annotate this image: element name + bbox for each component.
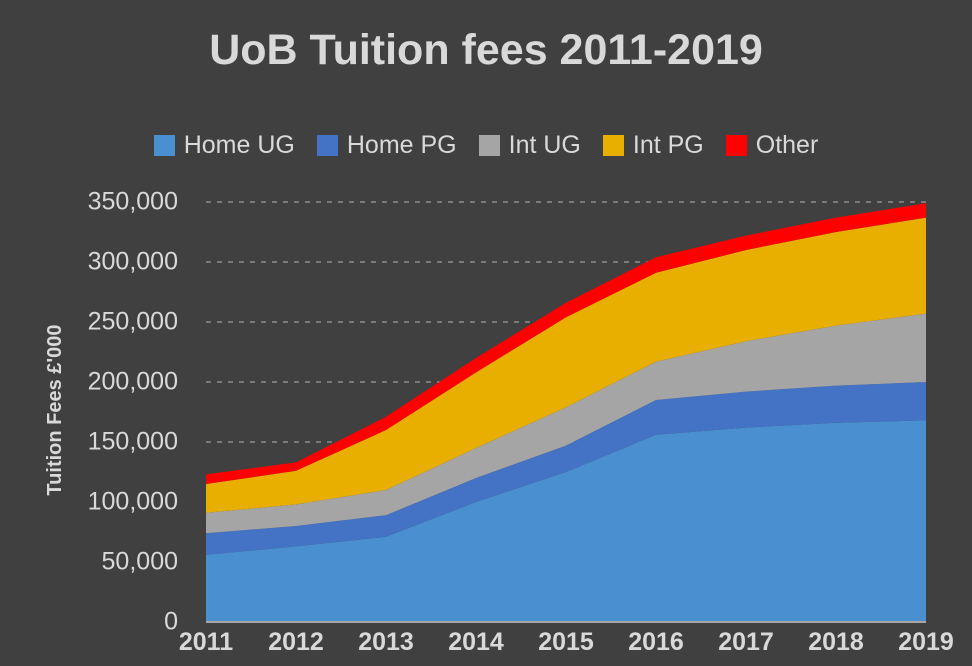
area-series-group — [206, 203, 926, 622]
chart-title: UoB Tuition fees 2011-2019 — [209, 26, 763, 74]
y-axis-tick-label: 150,000 — [87, 427, 178, 456]
chart-legend: Home UG Home PG Int UG Int PG Other — [0, 133, 972, 158]
legend-item[interactable]: Home PG — [316, 131, 457, 159]
x-axis-tick-label: 2016 — [628, 628, 684, 656]
legend-item-label: Int UG — [508, 131, 581, 159]
y-axis-tick-label: 350,000 — [87, 187, 178, 216]
x-axis-tick-label: 2012 — [268, 628, 324, 656]
y-axis-tick-label: 200,000 — [87, 367, 178, 396]
legend-swatch-icon — [316, 135, 338, 156]
x-axis-tick-label: 2018 — [808, 628, 864, 656]
x-axis-tick-label: 2015 — [538, 628, 594, 656]
legend-item-label: Home PG — [346, 131, 457, 159]
legend-item[interactable]: Int PG — [602, 131, 704, 159]
y-axis-tick-label: 0 — [164, 607, 178, 636]
legend-item[interactable]: Int UG — [478, 131, 581, 159]
area-series[interactable] — [206, 313, 926, 534]
legend-swatch-icon — [725, 135, 747, 156]
x-axis-tick-label: 2013 — [358, 628, 414, 656]
legend-item[interactable]: Other — [725, 131, 819, 159]
x-axis-tick-label: 2011 — [178, 628, 234, 656]
legend-swatch-icon — [602, 135, 624, 156]
legend-swatch-icon — [153, 135, 175, 156]
legend-swatch-icon — [478, 135, 500, 156]
x-axis-tick-label: 2019 — [898, 628, 954, 656]
y-axis-tick-label: 50,000 — [101, 547, 178, 576]
x-axis-tick-label: 2017 — [718, 628, 774, 656]
legend-item-label: Int PG — [632, 131, 704, 159]
legend-item-label: Home UG — [183, 131, 295, 159]
y-axis-tick-label: 100,000 — [87, 487, 178, 516]
legend-item-label: Other — [755, 131, 819, 159]
x-axis-tick-label: 2014 — [448, 628, 504, 656]
legend-item[interactable]: Home UG — [153, 131, 295, 159]
area-series[interactable] — [206, 382, 926, 555]
y-axis-tick-label: 250,000 — [87, 307, 178, 336]
area-series[interactable] — [206, 217, 926, 513]
y-axis-tick-label: 300,000 — [87, 247, 178, 276]
area-series[interactable] — [206, 420, 926, 622]
